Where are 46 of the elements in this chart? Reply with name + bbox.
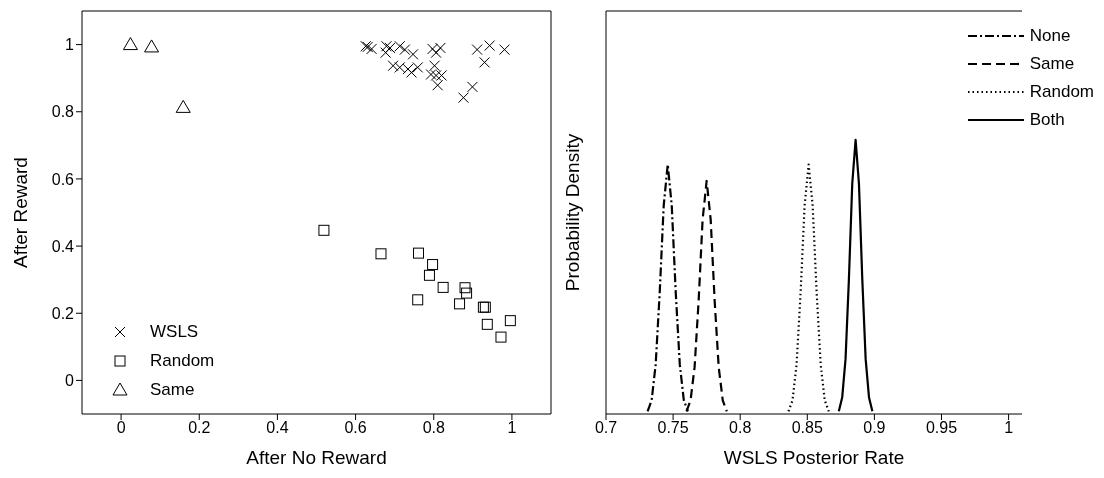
y-tick-label: 0.8 xyxy=(51,103,75,121)
x-axis-title: After No Reward xyxy=(246,447,387,468)
x-tick-label: 0.8 xyxy=(729,419,752,437)
x-tick-label: 0.9 xyxy=(863,419,886,437)
y-axis-title: Probability Density xyxy=(561,133,583,292)
x-tick-label: 0.7 xyxy=(594,419,618,437)
x-tick-label: 1 xyxy=(1004,419,1014,437)
point xyxy=(495,331,507,343)
x-tick-label: 0.2 xyxy=(188,419,211,437)
point xyxy=(144,39,160,53)
point xyxy=(504,315,516,327)
legend-label: WSLS xyxy=(150,321,199,342)
y-tick-label: 0.2 xyxy=(51,304,75,322)
x-tick-label: 0.75 xyxy=(657,419,689,437)
legend-label: Both xyxy=(1029,110,1065,130)
x-tick-label: 0.8 xyxy=(422,419,445,437)
x-tick-label: 0.6 xyxy=(344,419,367,437)
point xyxy=(413,247,425,259)
legend-label: Same xyxy=(1029,54,1075,74)
y-tick-label: 1 xyxy=(65,36,75,54)
point xyxy=(427,259,439,271)
x-tick-label: 0.95 xyxy=(925,419,958,437)
x-axis-title: WSLS Posterior Rate xyxy=(723,447,905,468)
point xyxy=(412,294,424,306)
y-tick-label: 0 xyxy=(65,372,75,390)
x-tick-label: 1 xyxy=(507,419,517,437)
point xyxy=(459,282,471,294)
point xyxy=(461,287,473,299)
y-tick-label: 0.4 xyxy=(51,237,75,255)
x-tick-label: 0.4 xyxy=(266,419,289,437)
x-tick-label: 0 xyxy=(116,419,126,437)
point xyxy=(437,281,449,293)
point xyxy=(175,99,191,113)
point xyxy=(481,318,493,330)
point xyxy=(454,298,466,310)
point xyxy=(318,224,330,236)
point xyxy=(122,37,138,51)
legend-label: None xyxy=(1029,26,1071,46)
point xyxy=(375,248,387,260)
legend-label: Same xyxy=(150,379,195,400)
legend-label: Random xyxy=(150,350,215,371)
x-tick-label: 0.85 xyxy=(791,419,823,437)
y-tick-label: 0.6 xyxy=(51,170,75,188)
y-axis-title: After Reward xyxy=(9,157,31,268)
point xyxy=(423,269,435,281)
legend-label: Random xyxy=(1029,82,1094,102)
